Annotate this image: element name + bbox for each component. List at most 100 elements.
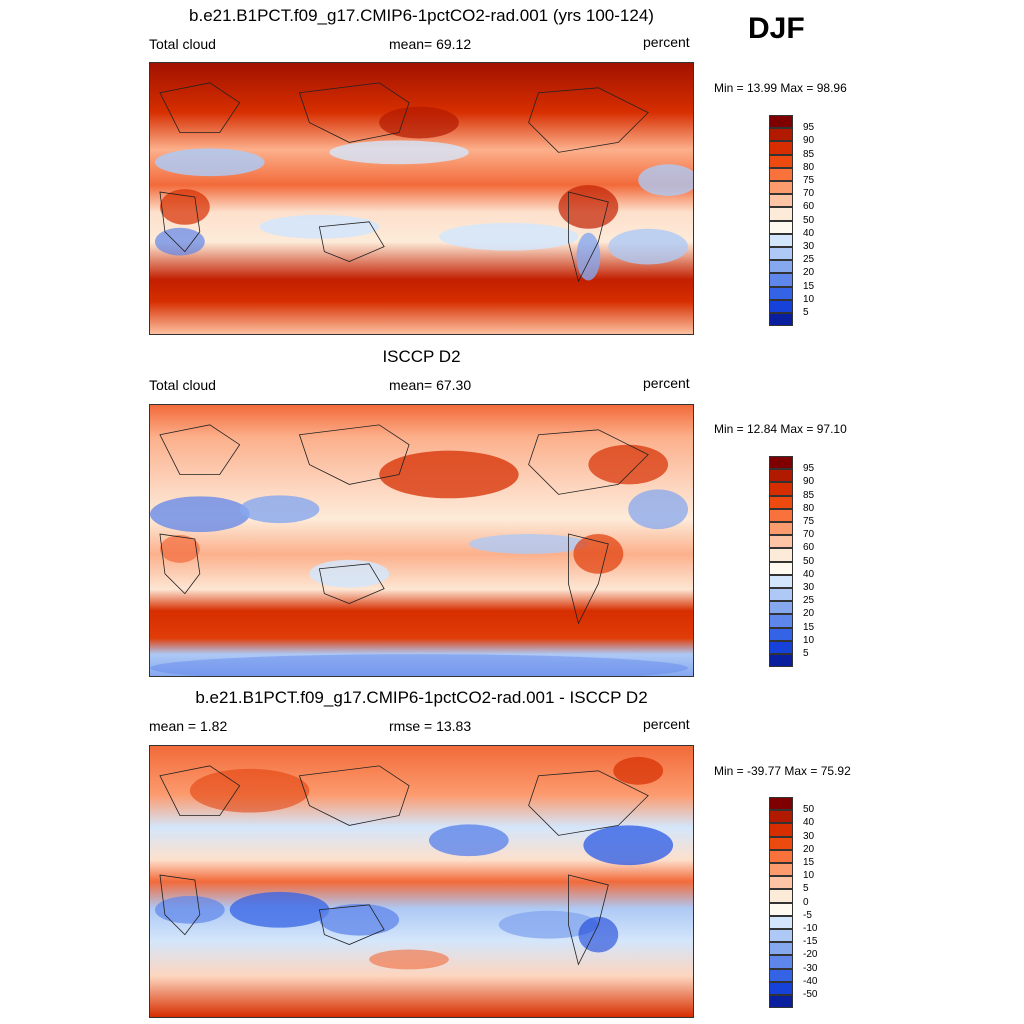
panel-1-colorbar-cell [769, 194, 793, 208]
panel-2-colorbar-tick-label: 15 [803, 621, 815, 633]
panel-3-colorbar-tick-label: 15 [803, 857, 815, 868]
panel-1-colorbar-tick-label: 30 [803, 241, 815, 252]
panel-1-colorbar-tick-label: 10 [803, 293, 815, 305]
panel-1-colorbar-tick-label: 85 [803, 148, 815, 160]
panel-1-variable-label: Total cloud [149, 36, 216, 52]
panel-2-colorbar-cell [769, 654, 793, 668]
panel-3-colorbar-tick-label: -40 [803, 975, 818, 987]
panel-1-map [149, 62, 694, 335]
panel-3-colorbar-cell [769, 968, 793, 982]
panel-2-colorbar-cell [769, 495, 793, 509]
panel-3-colorbar-tick-label: -15 [803, 936, 818, 948]
panel-2-colorbar-cell [769, 561, 793, 575]
panel-3-colorbar-cell [769, 902, 793, 916]
panel-1-colorbar-tick-label: 50 [803, 214, 815, 226]
panel-2-colorbar-cell [769, 601, 793, 615]
panel-3-colorbar-tick-label: -50 [803, 989, 818, 1000]
panel-3-colorbar-cell [769, 876, 793, 890]
panel-3-colorbar-tick-label: -10 [803, 923, 818, 934]
panel-1-colorbar-tick-label: 60 [803, 201, 815, 213]
panel-1-colorbar-cell [769, 141, 793, 155]
panel-2-colorbar-tick-label: 25 [803, 595, 815, 607]
panel-3-units-label: percent [643, 716, 690, 732]
panel-3-colorbar-cell [769, 849, 793, 863]
panel-2-colorbar-cell [769, 627, 793, 641]
panel-1-colorbar-tick-label: 70 [803, 188, 815, 200]
panel-3-colorbar-tick-label: 40 [803, 817, 815, 829]
panel-3-colorbar-cell [769, 995, 793, 1009]
panel-3-mean-label: mean = 1.82 [149, 718, 228, 734]
panel-1-colorbar-cell [769, 313, 793, 327]
panel-1-colorbar-cell [769, 286, 793, 300]
panel-1-colorbar-tick-label: 15 [803, 280, 815, 292]
panel-2-colorbar-cell [769, 614, 793, 628]
panel-3-minmax: Min = -39.77 Max = 75.92 [714, 764, 851, 778]
panel-2-map-svg [150, 405, 693, 676]
panel-1-colorbar-cell [769, 233, 793, 247]
panel-2-colorbar-tick-label: 90 [803, 476, 815, 488]
panel-2-colorbar-tick-label: 20 [803, 608, 815, 620]
panel-2-colorbar-cell [769, 522, 793, 536]
panel-2-colorbar-tick-label: 85 [803, 489, 815, 501]
panel-2-colorbar-cell [769, 548, 793, 562]
panel-2-colorbar-cell [769, 574, 793, 588]
panel-2-units-label: percent [643, 375, 690, 391]
panel-1-colorbar: 95 90 85 80 75 70 60 50 40 30 25 20 15 10 5 [769, 115, 814, 327]
panel-1-colorbar-cell [769, 260, 793, 274]
panel-3-colorbar-tick-label: 5 [803, 883, 809, 895]
panel-3-colorbar-cell [769, 823, 793, 837]
panel-3-map-svg [150, 746, 693, 1017]
panel-1-units-label: percent [643, 34, 690, 50]
panel-2-colorbar-tick-label: 40 [803, 568, 815, 580]
panel-1-colorbar-cell [769, 115, 793, 129]
panel-3-colorbar-cell [769, 797, 793, 811]
panel-1-colorbar-tick-label: 20 [803, 267, 815, 279]
panel-1-colorbar-cell [769, 167, 793, 181]
panel-2-colorbar-tick-label: 50 [803, 555, 815, 567]
panel-1-colorbar-cell [769, 128, 793, 142]
panel-2-colorbar-tick-label: 70 [803, 529, 815, 541]
panel-1-coastlines [159, 82, 649, 283]
panel-1-colorbar-cell [769, 273, 793, 287]
panel-2-minmax: Min = 12.84 Max = 97.10 [714, 422, 847, 436]
panel-1-colorbar-cell [769, 207, 793, 221]
panel-3-title: b.e21.B1PCT.f09_g17.CMIP6-1pctCO2-rad.00… [195, 688, 648, 707]
panel-2-variable-label: Total cloud [149, 377, 216, 393]
panel-2-colorbar-tick-label: 30 [803, 582, 815, 593]
panel-3-colorbar-tick-label: 10 [803, 870, 815, 882]
panel-2-title: ISCCP D2 [382, 347, 461, 366]
panel-1-mean-label: mean= 69.12 [389, 36, 472, 52]
panel-1-colorbar-tick-label: 95 [803, 122, 815, 134]
panel-3-colorbar-cell [769, 810, 793, 824]
panel-2-mean-label: mean= 67.30 [389, 377, 472, 393]
panel-2-colorbar-tick-label: 95 [803, 463, 815, 475]
panel-2-colorbar: 95 90 85 80 75 70 60 50 40 30 25 20 15 10 5 [769, 456, 814, 668]
panel-1-colorbar-tick-label: 80 [803, 161, 815, 173]
panel-1-colorbar-tick-label: 40 [803, 227, 815, 239]
panel-2-colorbar-cell [769, 535, 793, 549]
panel-1-colorbar-cell [769, 247, 793, 261]
panel-2-colorbar-cell [769, 508, 793, 522]
panel-3-colorbar-tick-label: -30 [803, 962, 818, 974]
panel-3-colorbar-tick-label: -5 [803, 909, 812, 921]
panel-3-colorbar-cell [769, 836, 793, 850]
panel-2-colorbar-cell [769, 469, 793, 483]
panel-3-colorbar-tick-label: 0 [803, 896, 809, 908]
panel-2-colorbar-tick-label: 10 [803, 634, 815, 646]
panel-1-colorbar-tick-label: 25 [803, 254, 815, 266]
panel-2-colorbar-tick-label: 80 [803, 502, 815, 514]
panel-2-colorbar-tick-label: 60 [803, 542, 815, 554]
panel-2-colorbar-tick-label: 5 [803, 648, 809, 659]
panel-3-colorbar-cell [769, 955, 793, 969]
panel-3-coastlines [159, 765, 649, 966]
panel-1-colorbar-tick-label: 75 [803, 175, 815, 186]
panel-3-colorbar-tick-label: -20 [803, 949, 818, 961]
panel-2-colorbar-cell [769, 482, 793, 496]
panel-3-colorbar-cell [769, 942, 793, 956]
panel-3-colorbar-cell [769, 863, 793, 877]
panel-1-colorbar-cell [769, 154, 793, 168]
panel-3-colorbar-cell [769, 889, 793, 903]
season-label: DJF [748, 12, 805, 45]
panel-1-colorbar-tick-label: 90 [803, 135, 815, 147]
panel-1-map-svg [150, 63, 693, 334]
